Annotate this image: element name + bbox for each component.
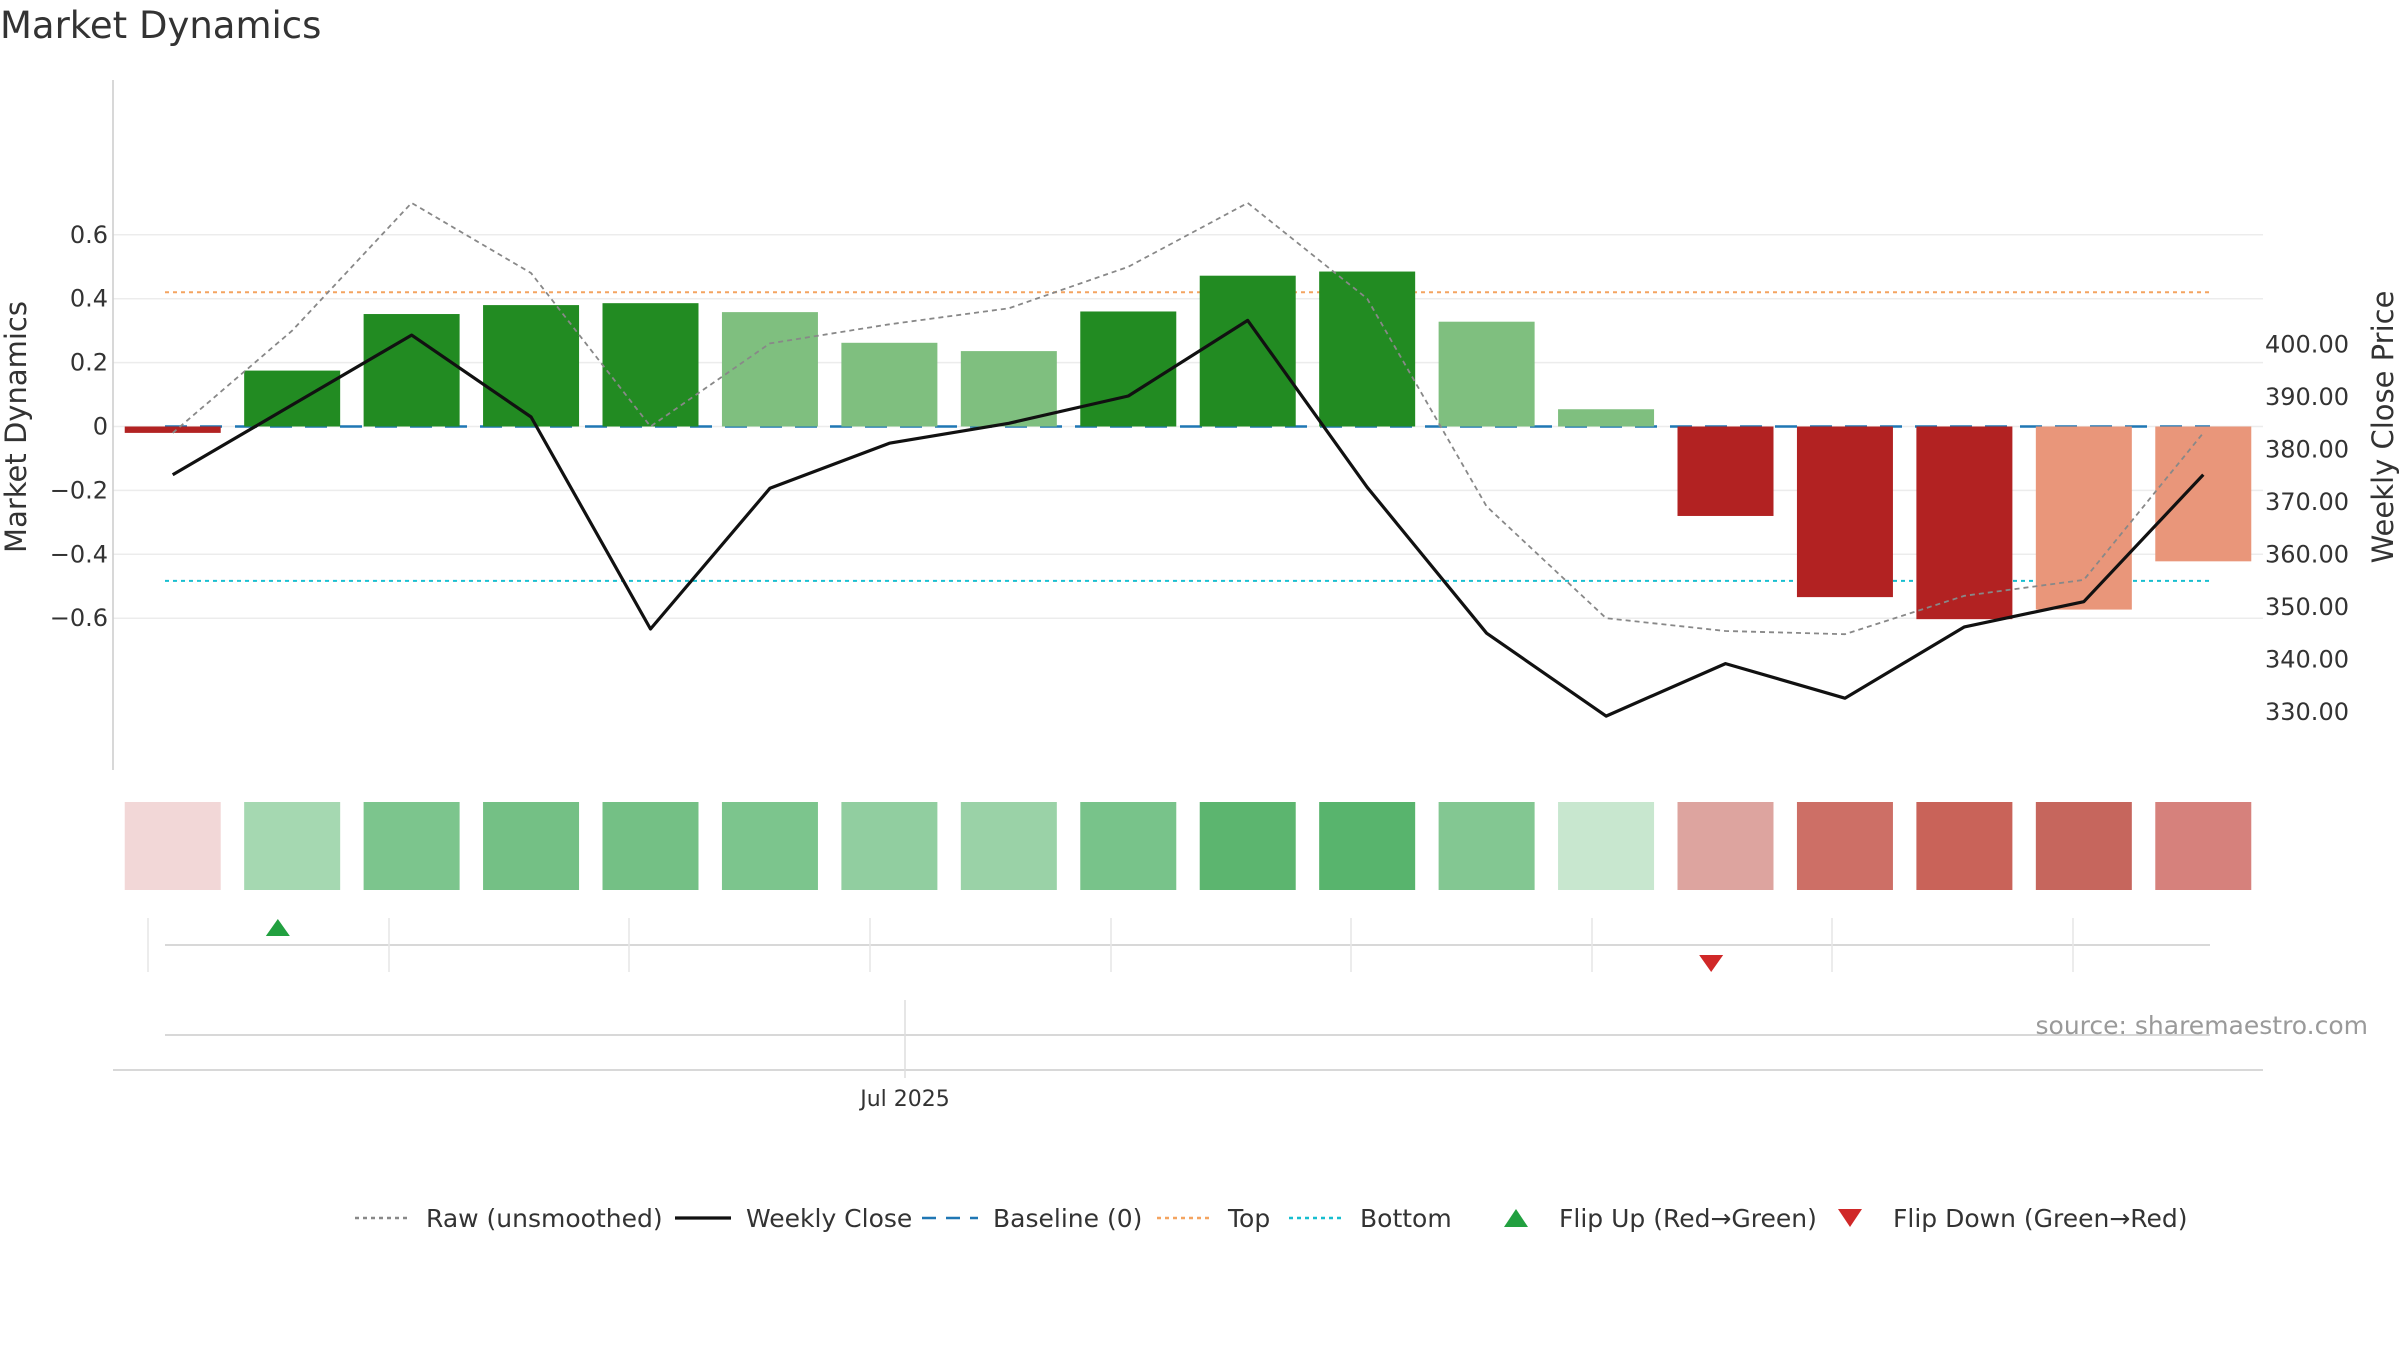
left-tick-label: −0.6 [50,604,108,632]
strip-cell [1796,802,1893,890]
right-tick-label: 350.00 [2265,593,2349,621]
strip-cell [244,802,341,890]
right-tick-label: 390.00 [2265,383,2349,411]
chart-title: Market Dynamics [0,4,321,47]
dynamics-bar [1796,426,1893,598]
legend-label: Weekly Close [746,1204,912,1233]
left-tick-label: −0.4 [50,540,108,568]
dynamics-bar [483,305,580,427]
date-axis-panel: Jul 2025 [113,1000,2263,1112]
dynamics-bar [1916,426,2013,620]
legend-label: Top [1227,1204,1270,1233]
legend: Raw (unsmoothed) Weekly Close Baseline (0)… [355,1204,2188,1233]
dynamics-bar [244,370,341,427]
left-tick-label: 0.6 [70,221,108,249]
legend-label: Flip Up (Red→Green) [1559,1204,1817,1233]
dynamics-bar [2035,426,2132,610]
dynamics-bar [1319,271,1416,427]
right-tick-labels: 400.00 390.00 380.00 370.00 360.00 350.00 340.… [2265,331,2349,726]
intensity-strip [124,802,2252,890]
flip-down-marker [1699,955,1724,972]
raw-series [172,201,2204,636]
left-tick-label: 0.2 [70,349,108,377]
dynamics-bars [124,271,2252,620]
dynamics-bar [841,342,938,427]
dynamics-bar [960,351,1057,427]
dynamics-bar [602,303,699,427]
dynamics-bar [363,314,460,427]
strip-cell [1319,802,1416,890]
right-tick-label: 330.00 [2265,698,2349,726]
legend-swatch [1504,1209,1528,1227]
date-tick-label: Jul 2025 [858,1087,950,1112]
strip-cell [1916,802,2013,890]
gridlines [113,234,2263,619]
strip-cell [602,802,699,890]
flip-markers [265,919,1724,972]
strip-cell [1199,802,1296,890]
right-tick-label: 370.00 [2265,488,2349,516]
weekly-close-series [171,318,2205,718]
left-axis-label: Market Dynamics [0,301,33,553]
left-tick-label: 0 [93,413,108,441]
weekly-close-line [171,318,2205,718]
raw-series-line [172,201,2204,636]
right-tick-label: 400.00 [2265,331,2349,359]
strip-cell [841,802,938,890]
legend-label: Baseline (0) [993,1204,1142,1233]
dynamics-bar [1438,321,1535,427]
strip-cell [1438,802,1535,890]
right-tick-label: 360.00 [2265,540,2349,568]
strip-cell [1558,802,1655,890]
dynamics-bar [721,312,818,427]
left-tick-labels: 0.6 0.4 0.2 0 −0.2 −0.4 −0.6 [50,221,108,632]
dynamics-bar [1199,275,1296,427]
legend-label: Bottom [1360,1204,1452,1233]
strip-cell [363,802,460,890]
right-axis-label: Weekly Close Price [2366,291,2400,564]
left-tick-label: 0.4 [70,285,108,313]
dynamics-bar [2155,426,2252,562]
legend-label: Raw (unsmoothed) [426,1204,663,1233]
right-tick-label: 380.00 [2265,436,2349,464]
right-tick-label: 340.00 [2265,645,2349,673]
strip-cell [960,802,1057,890]
strip-cell [2035,802,2132,890]
dynamics-bar [124,426,221,433]
strip-cell [1677,802,1774,890]
legend-label: Flip Down (Green→Red) [1893,1204,2188,1233]
legend-swatch [1838,1209,1862,1227]
flip-panel [147,918,2210,972]
reference-lines [165,291,2210,582]
strip-cell [721,802,818,890]
dynamics-bar [1677,426,1774,516]
dynamics-bar [1080,311,1177,427]
strip-cell [1080,802,1177,890]
dynamics-bar [1558,409,1655,427]
left-tick-label: −0.2 [50,476,108,504]
flip-up-marker [265,919,290,936]
strip-cell [483,802,580,890]
strip-cell [124,802,221,890]
strip-cell [2155,802,2252,890]
source-attribution: source: sharemaestro.com [2036,1011,2369,1040]
